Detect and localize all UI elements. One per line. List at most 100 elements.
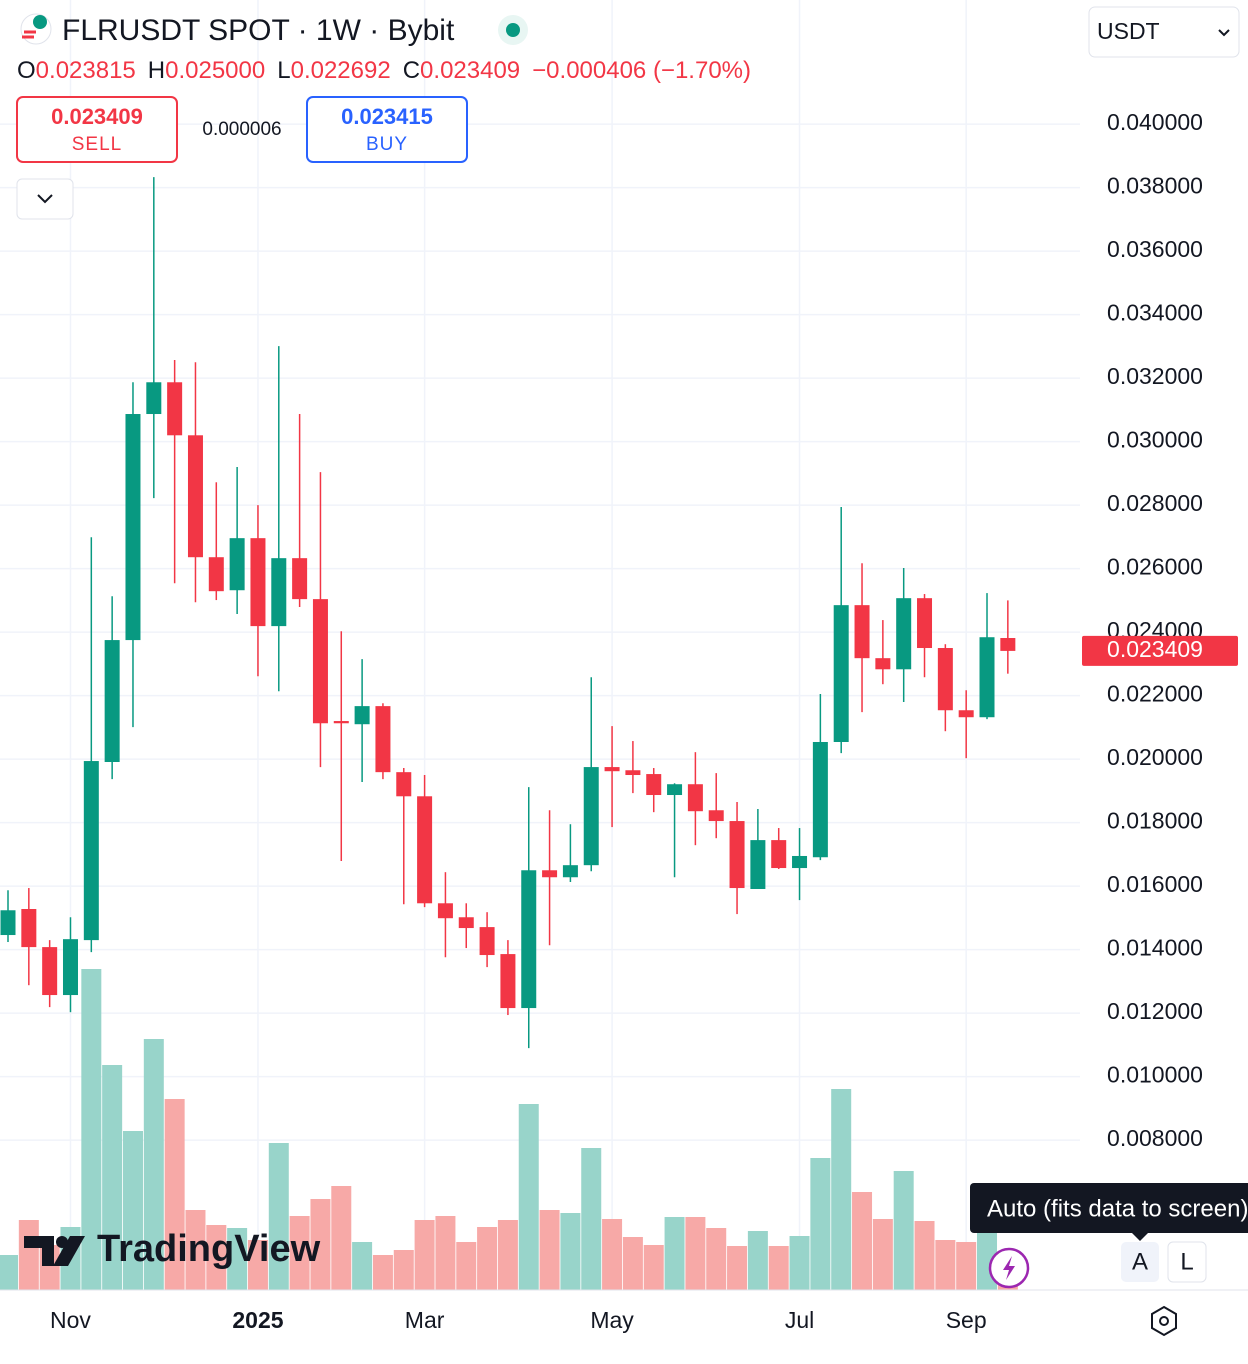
buy-button[interactable]: 0.023415 BUY xyxy=(306,96,468,163)
volume-bar xyxy=(372,1255,393,1290)
buy-box[interactable] xyxy=(306,96,468,163)
candle-body xyxy=(604,767,620,772)
volume-pane xyxy=(0,969,1018,1290)
volume-bar xyxy=(664,1217,685,1290)
candle-body xyxy=(312,599,328,724)
auto-scale-button[interactable]: A xyxy=(1121,1242,1159,1282)
button-box[interactable] xyxy=(1121,1242,1159,1282)
candle-body xyxy=(292,558,308,600)
y-tick-label: 0.036000 xyxy=(1107,236,1203,262)
candle-body xyxy=(250,538,266,627)
y-tick-label: 0.016000 xyxy=(1107,871,1203,897)
candle-body xyxy=(562,865,578,878)
candle-body xyxy=(417,796,433,904)
settings-icon[interactable] xyxy=(1151,1305,1177,1337)
y-tick-label: 0.010000 xyxy=(1107,1062,1203,1088)
price-pane xyxy=(0,177,1016,1049)
volume-bar xyxy=(143,1039,164,1290)
volume-bar xyxy=(685,1217,706,1290)
sell-box[interactable] xyxy=(16,96,178,163)
currency-select[interactable]: USDT xyxy=(1088,6,1240,58)
volume-bar xyxy=(914,1221,935,1290)
volume-bar xyxy=(810,1158,831,1290)
candle-body xyxy=(542,870,558,878)
y-tick-label: 0.022000 xyxy=(1107,681,1203,707)
volume-bar xyxy=(518,1104,539,1290)
candle-body xyxy=(229,538,245,591)
y-tick-label: 0.012000 xyxy=(1107,998,1203,1024)
collapse-box[interactable] xyxy=(16,178,74,220)
candle-body xyxy=(208,557,224,592)
log-scale-button[interactable]: L xyxy=(1167,1241,1207,1283)
volume-bar xyxy=(122,1131,143,1290)
x-tick-label: Sep xyxy=(946,1307,987,1333)
volume-bar xyxy=(539,1210,560,1290)
volume-bar xyxy=(206,1225,227,1290)
candle-body xyxy=(62,939,78,996)
candle-body xyxy=(729,821,745,889)
candle-body xyxy=(375,706,391,773)
y-tick-label: 0.020000 xyxy=(1107,744,1203,770)
lightning-button[interactable] xyxy=(988,1247,1030,1289)
buy-label: BUY xyxy=(366,134,408,155)
watermark-logo xyxy=(24,1236,54,1266)
ohlc-value: 0.025000 xyxy=(165,57,265,84)
y-tick-label: 0.038000 xyxy=(1107,173,1203,199)
volume-bar xyxy=(352,1242,373,1290)
x-tick-label: May xyxy=(590,1307,634,1333)
candle-body xyxy=(146,382,162,415)
x-tick-label: Mar xyxy=(405,1307,445,1333)
y-tick-label: 0.018000 xyxy=(1107,808,1203,834)
chevron xyxy=(1218,29,1230,37)
y-tick-label: 0.028000 xyxy=(1107,490,1203,516)
ohlc-key: C xyxy=(403,57,420,84)
settings-button[interactable] xyxy=(1151,1305,1177,1337)
candle-body xyxy=(896,598,912,670)
ohlc-value: 0.022692 xyxy=(291,57,391,84)
sell-button[interactable]: 0.023409 SELL xyxy=(16,96,178,163)
volume-bar xyxy=(831,1089,852,1290)
watermark: TradingView xyxy=(24,1228,321,1270)
ohlc-key: L xyxy=(277,57,290,84)
candle-body xyxy=(937,648,953,711)
volume-bar xyxy=(893,1171,914,1290)
currency-label: USDT xyxy=(1097,18,1160,44)
button-box[interactable] xyxy=(1167,1241,1207,1283)
ohlc-value: 0.023815 xyxy=(36,57,136,84)
candle-body xyxy=(854,605,870,659)
x-tick-label: Jul xyxy=(785,1307,814,1333)
ohlc-value: 0.023409 xyxy=(420,57,520,84)
candle-body xyxy=(708,810,724,822)
button-label: A xyxy=(1132,1248,1148,1275)
price-axis-labels: 0.008000 0.010000 0.012000 0.014000 0.016000… xyxy=(1082,109,1238,1151)
candle-body xyxy=(187,435,203,558)
volume-bar xyxy=(622,1237,643,1290)
volume-bar xyxy=(247,1240,268,1290)
legend: FLRUSDT SPOT · 1W · Bybit O0.023815 H0.02… xyxy=(17,13,751,84)
y-tick-label: 0.034000 xyxy=(1107,300,1203,326)
volume-bar xyxy=(643,1245,664,1290)
volume-bar xyxy=(331,1186,352,1290)
y-tick-label: 0.014000 xyxy=(1107,935,1203,961)
candle-body xyxy=(958,710,974,718)
collapse-button[interactable] xyxy=(16,178,74,220)
settings-icon xyxy=(1159,1316,1169,1326)
tooltip-box xyxy=(970,1183,1248,1233)
candle-body xyxy=(167,382,183,436)
volume-bar xyxy=(602,1219,623,1290)
spread: 0.000006 xyxy=(202,119,281,140)
symbol-logo xyxy=(22,30,36,39)
candle-body xyxy=(21,909,37,948)
volume-bar xyxy=(768,1246,789,1290)
watermark-text: TradingView xyxy=(97,1228,321,1270)
volume-bar xyxy=(435,1216,456,1290)
volume-bar xyxy=(289,1216,310,1290)
candle-body xyxy=(833,605,849,742)
last-price-box xyxy=(1082,635,1238,666)
candle-body xyxy=(354,706,370,725)
candle-body xyxy=(437,903,453,919)
y-tick-label: 0.030000 xyxy=(1107,427,1203,453)
currency-box[interactable] xyxy=(1088,6,1240,58)
volume-bar xyxy=(102,1065,123,1290)
